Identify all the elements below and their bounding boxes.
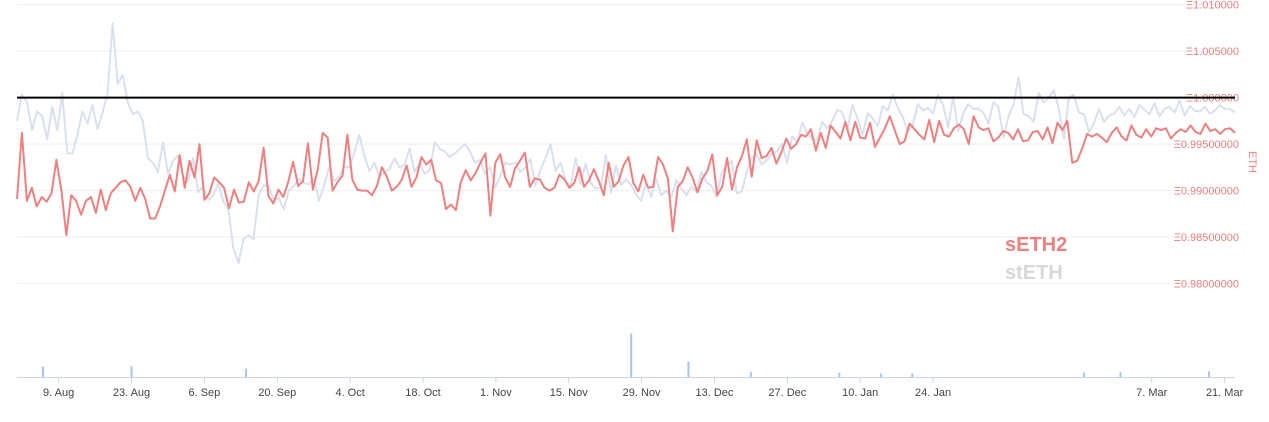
volume-bar bbox=[130, 366, 133, 377]
volume-bar bbox=[42, 366, 45, 377]
volume-bar bbox=[245, 368, 248, 377]
volume-bars bbox=[42, 333, 1210, 377]
volume-bar bbox=[749, 372, 752, 377]
volume-bar bbox=[1119, 372, 1122, 377]
series-line-seth2[interactable] bbox=[16, 115, 1236, 237]
x-tick-label: 4. Oct bbox=[335, 387, 364, 399]
y-tick-label: Ξ0.98000000 bbox=[1174, 279, 1239, 291]
series-line-steth[interactable] bbox=[16, 22, 1236, 265]
volume-bar bbox=[911, 373, 914, 377]
y-tick-label: Ξ0.98500000 bbox=[1174, 232, 1239, 244]
x-tick-label: 18. Oct bbox=[405, 387, 440, 399]
y-axis-ticks: Ξ1.010000Ξ1.005000Ξ1.000000Ξ0.99500000Ξ0… bbox=[1174, 0, 1239, 291]
y-axis-unit-label: ETH bbox=[1246, 151, 1258, 173]
legend[interactable]: sETH2 stETH bbox=[1005, 234, 1067, 284]
volume-bar bbox=[1207, 371, 1210, 377]
volume-bar bbox=[838, 372, 841, 377]
volume-bar bbox=[1083, 372, 1086, 377]
volume-bar bbox=[880, 373, 883, 377]
y-tick-label: Ξ1.010000 bbox=[1186, 0, 1239, 12]
y-tick-label: Ξ0.99500000 bbox=[1174, 139, 1239, 151]
x-tick-label: 6. Sep bbox=[188, 387, 220, 399]
x-tick-label: 27. Dec bbox=[768, 387, 806, 399]
x-tick-label: 15. Nov bbox=[550, 387, 588, 399]
x-tick-label: 24. Jan bbox=[915, 387, 951, 399]
y-tick-label: Ξ1.005000 bbox=[1186, 46, 1239, 58]
x-tick-label: 7. Mar bbox=[1136, 387, 1168, 399]
x-tick-label: 21. Mar bbox=[1206, 387, 1244, 399]
volume-bar bbox=[687, 361, 690, 377]
x-tick-label: 10. Jan bbox=[842, 387, 878, 399]
x-tick-label: 20. Sep bbox=[258, 387, 296, 399]
x-tick-label: 9. Aug bbox=[43, 387, 74, 399]
x-tick-label: 29. Nov bbox=[623, 387, 661, 399]
x-tick-label: 13. Dec bbox=[696, 387, 734, 399]
y-tick-label: Ξ0.99000000 bbox=[1174, 186, 1239, 198]
series-lines[interactable] bbox=[16, 22, 1236, 265]
legend-item-steth[interactable]: stETH bbox=[1005, 262, 1063, 284]
x-tick-label: 23. Aug bbox=[113, 387, 150, 399]
volume-bar bbox=[630, 333, 633, 377]
x-axis-ticks: 9. Aug 23. Aug 6. Sep 20. Sep 4. Oct 18. Oct 1… bbox=[43, 377, 1244, 399]
x-tick-label: 1. Nov bbox=[480, 387, 512, 399]
legend-item-seth2[interactable]: sETH2 bbox=[1005, 234, 1067, 256]
